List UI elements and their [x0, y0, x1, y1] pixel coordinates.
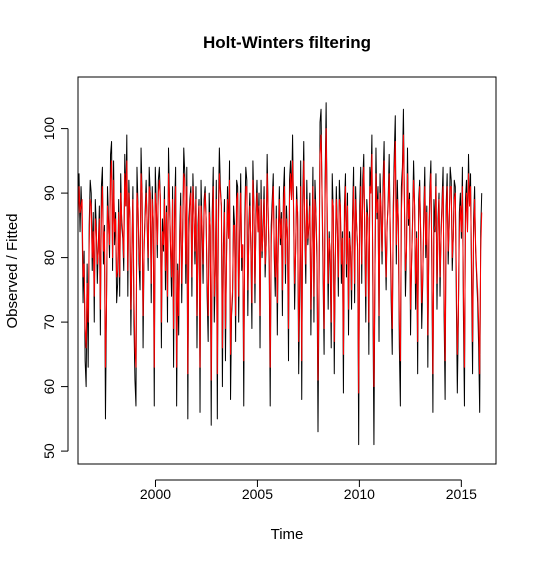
- x-tick-label: 2005: [242, 486, 273, 502]
- series-line-fitted: [77, 128, 483, 394]
- series-layer: [77, 102, 483, 446]
- x-tick-label: 2015: [446, 486, 477, 502]
- y-tick-label: 80: [41, 250, 57, 266]
- chart-title: Holt-Winters filtering: [203, 33, 371, 52]
- y-tick-label: 50: [41, 443, 57, 459]
- x-tick-label: 2000: [140, 486, 171, 502]
- y-tick-label: 90: [41, 185, 57, 201]
- y-tick-label: 70: [41, 314, 57, 330]
- plot-frame: [77, 76, 497, 465]
- y-tick-label: 100: [41, 117, 57, 141]
- y-tick-label: 60: [41, 379, 57, 395]
- x-tick-label: 2010: [344, 486, 375, 502]
- y-axis-label: Observed / Fitted: [4, 213, 21, 328]
- x-axis-label: Time: [271, 526, 304, 543]
- x-axis: 2000 2005 2010 2015: [140, 479, 477, 502]
- y-axis: 50 60 70 80 90 100: [41, 117, 69, 459]
